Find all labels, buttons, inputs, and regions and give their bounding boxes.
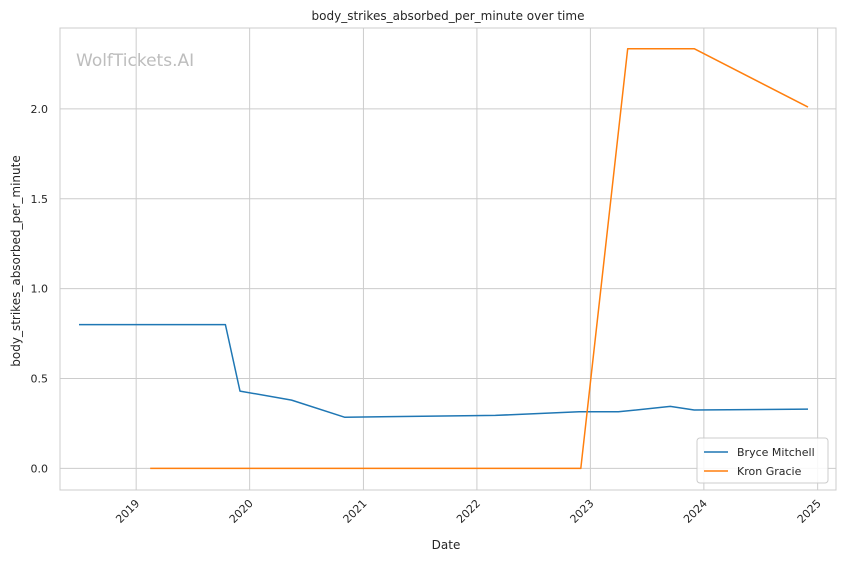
plot-frame bbox=[59, 27, 837, 491]
y-tick-labels: 0.0 0.5 1.0 1.5 2.0 bbox=[31, 103, 49, 476]
series-line-bryce-mitchell bbox=[79, 323, 809, 418]
y-tick-label: 0.5 bbox=[31, 373, 49, 386]
y-tick-label: 1.0 bbox=[31, 283, 49, 296]
watermark: WolfTickets.AI bbox=[76, 51, 194, 71]
series-line-kron-gracie bbox=[150, 47, 809, 470]
x-axis-label: Date bbox=[432, 538, 461, 552]
legend-box bbox=[696, 437, 829, 484]
legend: Bryce Mitchell Kron Gracie bbox=[696, 437, 829, 484]
y-axis-label: body_strikes_absorbed_per_minute bbox=[9, 155, 23, 366]
series-layer bbox=[79, 47, 809, 470]
legend-label-bryce-mitchell: Bryce Mitchell bbox=[737, 446, 815, 459]
y-tick-label: 2.0 bbox=[31, 103, 49, 116]
y-tick-label: 1.5 bbox=[31, 193, 49, 206]
y-tick-label: 0.0 bbox=[31, 462, 49, 475]
legend-label-kron-gracie: Kron Gracie bbox=[737, 465, 802, 478]
chart-title: body_strikes_absorbed_per_minute over ti… bbox=[312, 9, 585, 23]
